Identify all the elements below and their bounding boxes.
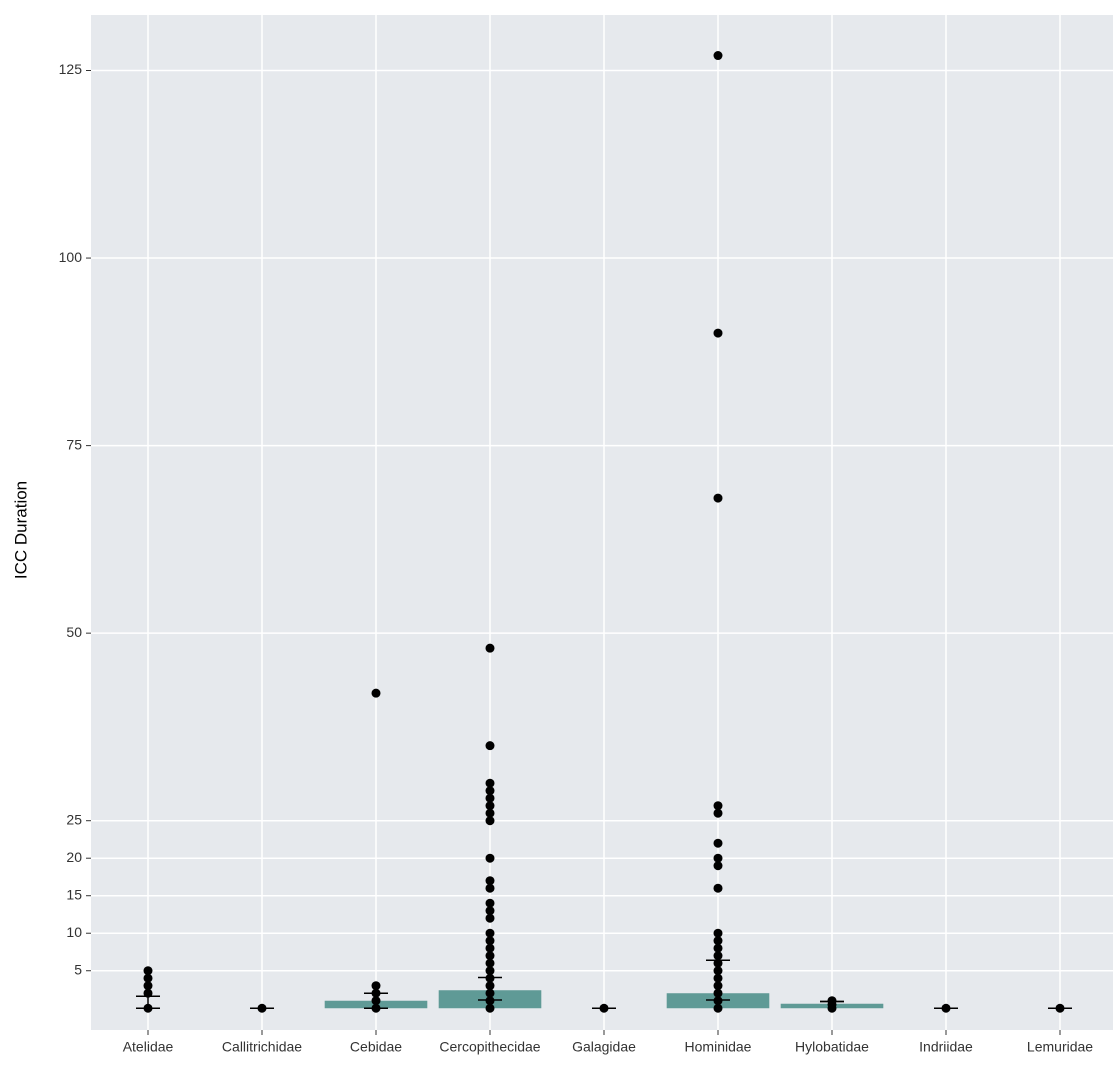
point <box>144 966 153 975</box>
point <box>828 996 837 1005</box>
point <box>486 779 495 788</box>
point <box>486 741 495 750</box>
y-tick-label: 50 <box>66 624 82 640</box>
point <box>714 839 723 848</box>
panel <box>91 15 1113 1030</box>
y-tick-label: 25 <box>66 811 82 827</box>
y-tick-label: 15 <box>66 886 82 902</box>
y-tick-label: 100 <box>59 249 83 265</box>
point <box>372 689 381 698</box>
point <box>486 876 495 885</box>
point <box>714 854 723 863</box>
x-tick-label: Hylobatidae <box>795 1039 869 1055</box>
point <box>714 494 723 503</box>
x-tick-label: Lemuridae <box>1027 1039 1093 1055</box>
chart: ICC Duration 5 10 15 20 25 50 75 100 125 Atelidae… <box>0 0 1113 1084</box>
point <box>714 51 723 60</box>
x-tick-label: Cercopithecidae <box>439 1039 540 1055</box>
x-tick-label: Cebidae <box>350 1039 402 1055</box>
y-tick-label: 5 <box>74 961 82 977</box>
point <box>486 899 495 908</box>
x-tick-label: Galagidae <box>572 1039 636 1055</box>
x-tick-label: Callitrichidae <box>222 1039 302 1055</box>
x-tick-label: Atelidae <box>123 1039 174 1055</box>
point <box>714 329 723 338</box>
point <box>486 929 495 938</box>
point <box>714 884 723 893</box>
x-tick-label: Hominidae <box>685 1039 752 1055</box>
point <box>486 644 495 653</box>
y-tick-label: 125 <box>59 61 83 77</box>
point <box>714 801 723 810</box>
point <box>714 929 723 938</box>
y-axis-label: ICC Duration <box>11 481 30 579</box>
point <box>372 981 381 990</box>
point <box>486 854 495 863</box>
y-tick-label: 75 <box>66 436 82 452</box>
x-tick-label: Indriidae <box>919 1039 973 1055</box>
y-tick-label: 20 <box>66 849 82 865</box>
y-tick-label: 10 <box>66 924 82 940</box>
